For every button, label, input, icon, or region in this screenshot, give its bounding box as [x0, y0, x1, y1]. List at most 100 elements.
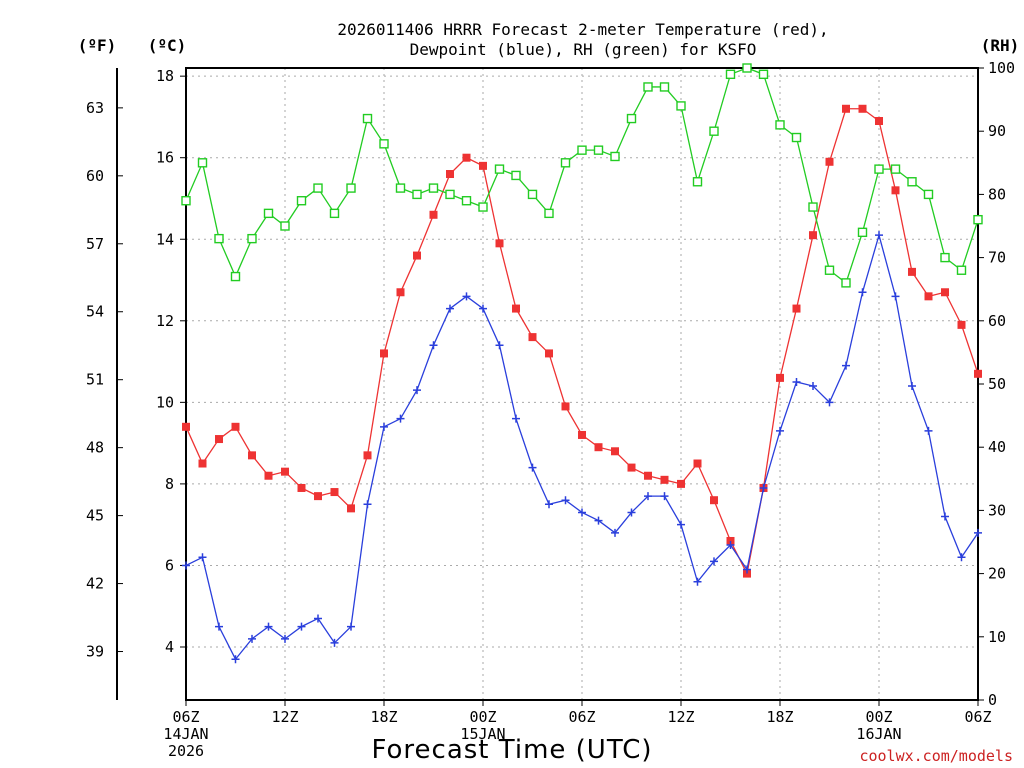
dewpoint-point [726, 541, 735, 550]
x-tick-label: 06Z [568, 708, 595, 726]
rh-point [643, 82, 653, 92]
dewpoint-point [495, 341, 504, 350]
chart-title-line1: 2026011406 HRRR Forecast 2-meter Tempera… [337, 20, 828, 39]
dewpoint-point [479, 304, 487, 313]
rh-point [791, 132, 802, 143]
temperature-point [231, 422, 240, 431]
rh-point [758, 69, 769, 80]
dewpoint-point [578, 508, 586, 517]
temperature-point [446, 170, 454, 179]
rh-point [428, 183, 439, 193]
dewpoint-point [281, 634, 289, 643]
rh-point [230, 271, 241, 282]
temperature-point [512, 304, 520, 313]
plot-frame [185, 67, 979, 701]
rh-point [841, 278, 851, 288]
celsius-tick-label: 16 [156, 149, 174, 167]
temperature-point [891, 186, 900, 195]
x-tick-label: 18Z [766, 708, 793, 726]
celsius-tick-label: 10 [156, 393, 174, 411]
x-axis-title: Forecast Time (UTC) [371, 735, 652, 765]
celsius-tick-label: 14 [156, 230, 174, 248]
dewpoint-point [462, 292, 471, 301]
dewpoint-point [611, 528, 619, 537]
rh-point [362, 113, 373, 124]
rh-point [610, 151, 620, 162]
temperature-point [776, 373, 784, 382]
x-tick-label: 00Z [469, 708, 496, 726]
temperature-point [792, 304, 801, 313]
fahrenheit-tick-label: 57 [86, 235, 104, 253]
dewpoint-point [594, 516, 603, 525]
temperature-point [413, 251, 421, 260]
data-series [181, 63, 983, 664]
rh-point [478, 202, 488, 212]
x-tick-label: 00Z [865, 708, 892, 726]
rh-point [511, 170, 521, 181]
rh-point [956, 265, 967, 275]
dewpoint-point [842, 361, 850, 370]
temperature-point [396, 288, 405, 297]
dewpoint-point [677, 520, 685, 529]
fahrenheit-unit-label: (ºF) [78, 36, 117, 55]
fahrenheit-tick-label: 39 [86, 643, 104, 661]
x-tick-label: 06Z [964, 708, 991, 726]
rh-tick-label: 40 [988, 438, 1006, 456]
dewpoint-point [215, 622, 223, 631]
dewpoint-point [413, 386, 421, 395]
series-line-temperature [185, 108, 979, 576]
rh-point [280, 221, 290, 231]
x-tick-label: 12Z [667, 708, 694, 726]
dewpoint-point [380, 422, 388, 431]
dewpoint-point [627, 508, 636, 517]
rh-point [263, 208, 274, 219]
rh-point [692, 177, 703, 187]
dewpoint-point [182, 561, 190, 570]
dewpoint-point [429, 341, 438, 350]
dewpoint-point [825, 398, 834, 407]
temperature-point [858, 104, 867, 113]
temperature-point [528, 333, 537, 342]
fahrenheit-tick-label: 60 [86, 167, 104, 185]
dewpoint-point [347, 622, 355, 631]
temperature-point [198, 459, 207, 468]
celsius-tick-label: 12 [156, 312, 174, 330]
dewpoint-point [561, 496, 570, 505]
temperature-point [974, 369, 982, 378]
fahrenheit-tick-label: 63 [86, 99, 104, 117]
x-tick-label: 2026 [168, 742, 204, 760]
dewpoint-point [792, 377, 801, 386]
series-temperature [182, 104, 982, 578]
rh-tick-label: 100 [988, 59, 1015, 77]
temperature-point [429, 210, 438, 219]
rh-point [874, 164, 884, 174]
temperature-point [281, 467, 289, 476]
temperature-point [182, 422, 190, 431]
dewpoint-point [693, 577, 702, 586]
temperature-point [627, 463, 636, 472]
dewpoint-point [809, 382, 817, 391]
fahrenheit-tick-label: 45 [86, 507, 104, 525]
temperature-point [941, 288, 949, 297]
rh-point [461, 196, 472, 206]
celsius-tick-label: 4 [165, 638, 174, 656]
rh-point [808, 202, 818, 212]
rh-point [494, 164, 505, 174]
temperature-point [710, 496, 718, 505]
x-tick-label: 15JAN [460, 725, 505, 743]
dewpoint-point [660, 492, 669, 501]
rh-point [296, 196, 307, 206]
axes: 39 42 45 48 51 54 57 60 63 4 6 8 10 12 14 16 18 0 10 20 30 40… [86, 59, 1015, 709]
rh-point [676, 101, 686, 111]
dewpoint-point [231, 655, 240, 664]
temperature-point [380, 349, 388, 358]
rh-point [907, 177, 917, 187]
grid-lines [186, 68, 978, 700]
dewpoint-point [297, 622, 306, 631]
rh-point [544, 208, 554, 219]
rh-tick-label: 60 [988, 312, 1006, 330]
dewpoint-point [512, 414, 520, 423]
rh-point [313, 183, 323, 193]
rh-point [709, 126, 719, 136]
temperature-point [347, 504, 355, 513]
